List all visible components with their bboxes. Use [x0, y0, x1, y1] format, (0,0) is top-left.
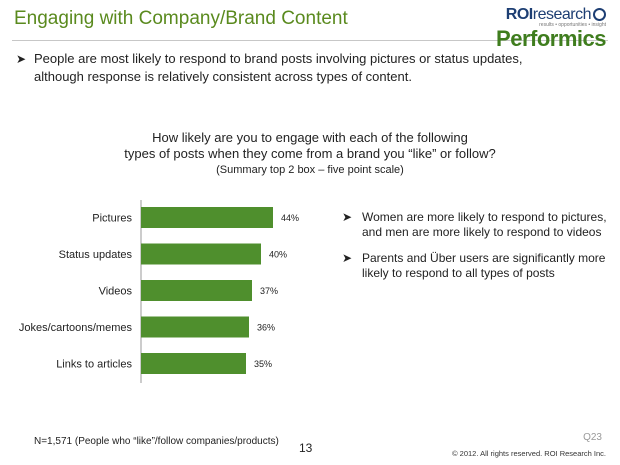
- arrow-bullet-icon: ➤: [342, 210, 353, 224]
- category-label: Jokes/cartoons/memes: [19, 322, 133, 334]
- note-1: ➤ Women are more likely to respond to pi…: [342, 210, 607, 240]
- chart-question: How likely are you to engage with each o…: [90, 130, 530, 178]
- bar: [141, 353, 246, 374]
- bar-value-label: 40%: [269, 250, 287, 260]
- bar: [141, 243, 261, 265]
- question-reference: Q23: [583, 432, 602, 443]
- bar: [141, 207, 273, 228]
- roi-research-logo: ROIresearch: [474, 6, 606, 24]
- question-line-1: How likely are you to engage with each o…: [152, 130, 468, 145]
- bar-value-label: 36%: [257, 323, 275, 333]
- question-line-2: types of posts when they come from a bra…: [124, 146, 496, 161]
- note-text: Parents and Über users are significantly…: [362, 251, 606, 280]
- question-subtitle: (Summary top 2 box – five point scale): [216, 164, 404, 176]
- intro-bullet: ➤ People are most likely to respond to b…: [16, 50, 574, 86]
- arrow-bullet-icon: ➤: [16, 52, 27, 66]
- bar: [141, 316, 249, 338]
- bar-value-label: 37%: [260, 286, 278, 296]
- category-label: Status updates: [59, 249, 133, 261]
- category-label: Links to articles: [56, 359, 132, 371]
- note-text: Women are more likely to respond to pict…: [362, 210, 607, 239]
- copyright: © 2012. All rights reserved. ROI Researc…: [452, 449, 606, 458]
- bar-value-label: 44%: [281, 213, 299, 223]
- note-2: ➤ Parents and Über users are significant…: [342, 251, 607, 281]
- sample-size-footnote: N=1,571 (People who “like”/follow compan…: [34, 436, 279, 447]
- notes-list: ➤ Women are more likely to respond to pi…: [342, 210, 607, 292]
- page-number: 13: [299, 441, 313, 455]
- category-label: Videos: [99, 286, 133, 298]
- performics-logo: Performics: [496, 26, 606, 51]
- intro-text: People are most likely to respond to bra…: [34, 51, 523, 84]
- logo-tagline: results • opportunities • insight: [539, 22, 606, 28]
- bar: [141, 280, 252, 301]
- category-label: Pictures: [92, 213, 132, 225]
- slide-title: Engaging with Company/Brand Content: [14, 8, 348, 29]
- bar-chart: Pictures 44% Status updates 40% Videos 37% Jok…: [19, 200, 299, 383]
- company-logo: ROIresearch results • opportunities • in…: [474, 6, 606, 50]
- arrow-bullet-icon: ➤: [342, 251, 353, 265]
- bar-value-label: 35%: [254, 359, 272, 369]
- title-divider: [12, 40, 608, 41]
